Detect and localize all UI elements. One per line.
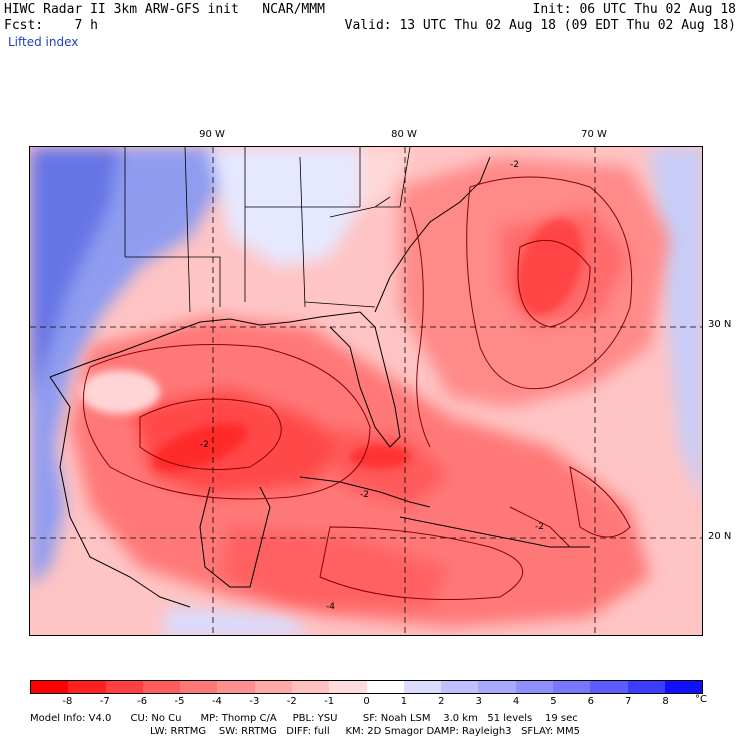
colorbar-tick-label: -2: [286, 696, 297, 707]
lon-label-90w: 90 W: [199, 129, 225, 140]
colorbar-swatch: [590, 681, 628, 693]
strong-cores: [80, 218, 583, 472]
colorbar-swatch: [105, 681, 143, 693]
colorbar-swatch: [552, 681, 591, 693]
colorbar-tick-label: 4: [512, 696, 520, 707]
contour-label: -2: [535, 522, 544, 532]
colorbar-swatch: [180, 681, 218, 693]
colorbar-tick-label: -7: [99, 696, 110, 707]
colorbar-tick-label: 1: [400, 696, 408, 707]
model-title: HIWC Radar II 3km ARW-GFS init NCAR/MMM: [4, 2, 325, 17]
colorbar-tick-label: 2: [438, 696, 445, 707]
forecast-hour: Fcst: 7 h: [4, 18, 98, 33]
colorbar-swatch: [68, 681, 106, 693]
colorbar: [30, 680, 703, 694]
lat-label-20n: 20 N: [708, 531, 732, 542]
lon-label-70w: 70 W: [581, 129, 607, 140]
coastlines: [49, 156, 590, 608]
model-info-line2: LW: RRTMG SW: RRTMG DIFF: full KM: 2D Sm…: [150, 726, 580, 737]
colorbar-tick-label: -8: [62, 696, 73, 707]
model-info-line1: Model Info: V4.0 CU: No Cu MP: Thomp C/A…: [30, 713, 578, 724]
colorbar-tick-label: -6: [137, 696, 148, 707]
colorbar-swatch: [254, 681, 292, 693]
lat-label-30n: 30 N: [708, 319, 732, 330]
latlon-grid: [30, 147, 702, 635]
colorbar-tick-label: 6: [587, 696, 595, 707]
colorbar-tick-label: -4: [211, 696, 222, 707]
lon-label-80w: 80 W: [391, 129, 417, 140]
colorbar-swatch: [329, 681, 367, 693]
contour-label: -2: [200, 440, 209, 450]
colorbar-tick-label: 0: [363, 696, 370, 707]
contour-label: -2: [510, 160, 519, 170]
contour-label: -2: [360, 490, 369, 500]
colorbar-tick-label: 3: [475, 696, 482, 707]
colorbar-swatch: [31, 681, 69, 693]
colorbar-tick-label: -1: [324, 696, 335, 707]
init-time: Init: 06 UTC Thu 02 Aug 18: [532, 2, 737, 17]
contour-labels: -2 -2 -2 -2 -4: [200, 160, 544, 612]
colorbar-tick-label: -5: [174, 696, 185, 707]
colorbar-swatch: [142, 681, 181, 693]
map-canvas: -2 -2 -2 -2 -4: [30, 147, 702, 635]
valid-time: Valid: 13 UTC Thu 02 Aug 18 (09 EDT Thu …: [344, 18, 736, 33]
lifted-index-map: -2 -2 -2 -2 -4: [29, 146, 703, 636]
colorbar-tick-label: -3: [249, 696, 260, 707]
colorbar-swatch: [478, 681, 516, 693]
colorbar-labels: -8 -7 -6 -5 -4 -3 -2 -1 0 1 2 3 4 5 6 7 8: [30, 696, 703, 708]
colorbar-tick-label: 8: [662, 696, 669, 707]
colorbar-swatch: [291, 681, 330, 693]
colorbar-swatch: [441, 681, 479, 693]
colorbar-swatch: [664, 681, 703, 693]
field-name: Lifted index: [8, 35, 79, 49]
colorbar-swatch: [403, 681, 442, 693]
colorbar-tick-label: 7: [625, 696, 632, 707]
contour-label: -4: [326, 602, 335, 612]
colorbar-tick-label: 5: [550, 696, 557, 707]
colorbar-swatch: [366, 681, 404, 693]
colorbar-swatch: [217, 681, 255, 693]
colorbar-swatch: [515, 681, 553, 693]
colorbar-swatch: [627, 681, 665, 693]
colorbar-unit: °C: [695, 694, 707, 705]
contours: [82, 176, 633, 600]
state-borders: [124, 147, 411, 313]
